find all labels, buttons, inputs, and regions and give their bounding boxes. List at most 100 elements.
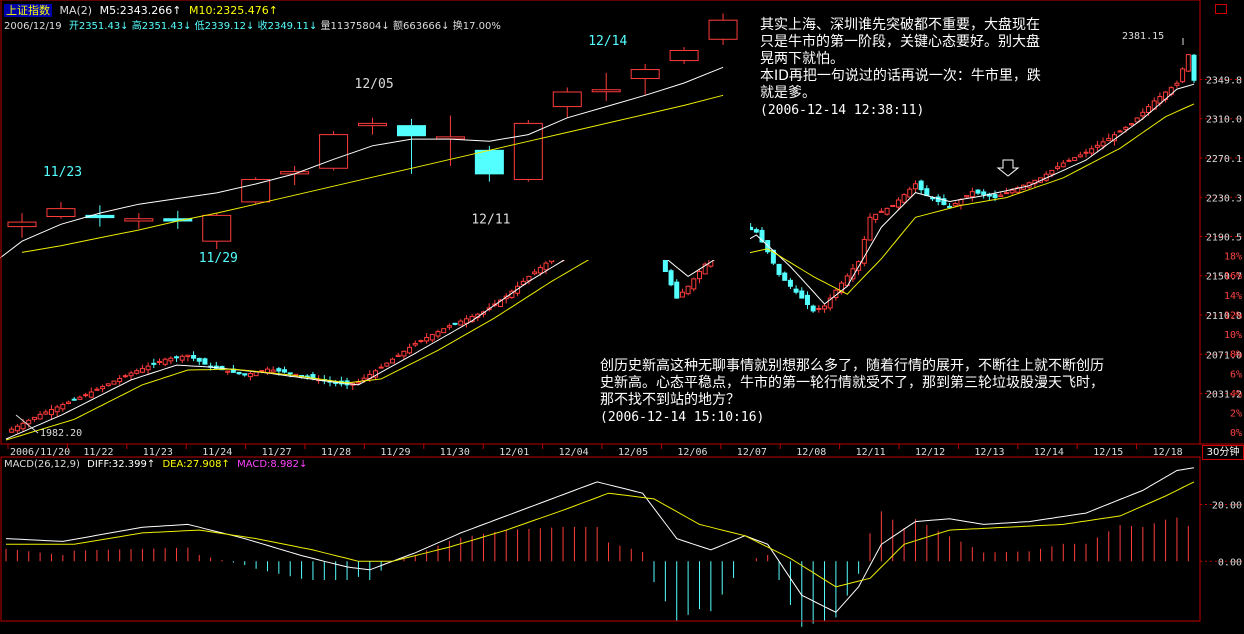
candle-down xyxy=(975,189,981,194)
x-tick-label: 11/24 xyxy=(202,447,232,458)
macd-tick-label: 20.00 xyxy=(1212,501,1242,512)
candle-up xyxy=(867,216,873,241)
candle-down xyxy=(151,362,157,365)
note-2-line-2: 史新高。心态平稳点，牛市的第一轮行情就受不了，那到第三轮垃圾股漫天飞时， xyxy=(600,375,1104,391)
candle-up xyxy=(1072,157,1078,161)
candle-down xyxy=(799,290,805,299)
candle-up xyxy=(429,334,435,341)
candle-up xyxy=(839,282,845,294)
candle-up xyxy=(816,307,822,310)
note-2-line-3: 那不找不到站的地方？ xyxy=(600,392,740,408)
candle-up xyxy=(401,350,407,357)
candle-up xyxy=(54,406,60,413)
candle-up xyxy=(702,263,708,275)
candle-down xyxy=(947,205,953,208)
candle-up xyxy=(390,358,396,364)
candle-up xyxy=(1083,151,1089,154)
candle-up xyxy=(537,267,543,274)
macd-header: MACD(26,12,9) DIFF:32.399↑ DEA:27.908↑ M… xyxy=(4,459,307,470)
candle-up xyxy=(1157,96,1163,104)
candle-down xyxy=(918,180,924,191)
candle-down xyxy=(941,198,947,205)
x-tick-label: 12/15 xyxy=(1093,447,1123,458)
index-name[interactable]: 上证指数 xyxy=(4,4,52,17)
period-button[interactable]: 30分钟 xyxy=(1202,445,1244,460)
candle-up xyxy=(873,213,879,220)
candle-up xyxy=(77,396,83,400)
inset-candle-up xyxy=(669,49,699,62)
volume-value: 量11375804↓ xyxy=(320,21,390,32)
inset-ma10-line xyxy=(21,94,724,253)
candle-up xyxy=(1089,148,1095,154)
y-tick-label: 2071.0 xyxy=(1206,350,1242,361)
candle-up xyxy=(412,342,418,346)
candle-up xyxy=(270,369,276,373)
candle-down xyxy=(282,369,288,373)
candle-up xyxy=(179,355,185,361)
candle-up xyxy=(435,331,441,337)
candle-up xyxy=(1077,154,1083,158)
candle-up xyxy=(185,354,191,358)
candle-up xyxy=(407,346,413,354)
comment-note-1: 其实上海、深圳谁先突破都不重要，大盘现在 只是牛市的第一阶段，关键心态要好。别大… xyxy=(760,17,1100,119)
candle-up xyxy=(543,262,549,271)
x-tick-label: 12/18 xyxy=(1153,447,1183,458)
candle-up xyxy=(822,305,828,310)
candle-up xyxy=(100,386,106,390)
square-icon[interactable] xyxy=(1215,4,1227,14)
candle-up xyxy=(225,370,231,373)
y-tick-label: 2270.1 xyxy=(1206,154,1242,165)
pct-tick-label: 10% xyxy=(1224,330,1242,341)
inset-candle-up xyxy=(708,19,738,40)
candle-down xyxy=(759,229,765,243)
candle-up xyxy=(1180,68,1186,83)
candle-up xyxy=(247,372,253,378)
note-1-line-3: 晃两下就怕。 xyxy=(760,51,844,67)
inset-candle-up xyxy=(358,122,388,127)
candle-up xyxy=(964,195,970,198)
pct-tick-label: 8% xyxy=(1230,350,1242,361)
y-tick-label: 2310.0 xyxy=(1206,115,1242,126)
candle-up xyxy=(890,204,896,207)
close-value: 收2349.11↓ xyxy=(257,21,318,32)
x-tick-label: 11/22 xyxy=(83,447,113,458)
candle-up xyxy=(1134,117,1140,123)
candle-up xyxy=(139,367,145,373)
candle-up xyxy=(168,357,174,362)
inset-candle-up xyxy=(124,218,154,222)
down-arrow-marker xyxy=(996,159,1020,177)
candle-down xyxy=(981,191,987,196)
candle-up xyxy=(907,188,913,198)
candle-up xyxy=(9,428,15,433)
dea-value: DEA:27.908↑ xyxy=(162,459,230,470)
candle-down xyxy=(782,272,788,281)
candle-up xyxy=(884,207,890,215)
candle-up xyxy=(128,372,134,377)
candle-down xyxy=(924,188,930,197)
candle-up xyxy=(679,291,685,298)
candle-down xyxy=(287,372,293,375)
note-1-line-5: 就是爹。 xyxy=(760,85,816,101)
candle-up xyxy=(83,394,89,397)
diff-value: DIFF:32.399↑ xyxy=(87,459,156,470)
inset-candle-up xyxy=(46,208,76,217)
price-header: 上证指数 MA(2) M5:2343.266↑ M10:2325.476↑ xyxy=(4,2,278,18)
candle-up xyxy=(901,194,907,203)
inset-candle-up xyxy=(552,91,582,108)
macd-label: MACD(26,12,9) xyxy=(4,459,80,470)
inset-candle-up xyxy=(435,136,465,140)
x-tick-label: 12/13 xyxy=(974,447,1004,458)
candle-up xyxy=(878,210,884,213)
candle-up xyxy=(117,377,123,383)
candle-down xyxy=(191,355,197,359)
x-tick-label: 12/05 xyxy=(618,447,648,458)
candle-down xyxy=(776,263,782,275)
candle-up xyxy=(37,413,43,420)
x-tick-label: 12/06 xyxy=(677,447,707,458)
candle-down xyxy=(236,371,242,375)
candle-up xyxy=(458,320,464,326)
high-annotation: 2381.15 xyxy=(1122,31,1165,42)
candle-up xyxy=(532,271,538,275)
candle-up xyxy=(463,318,469,324)
candle-up xyxy=(446,325,452,328)
